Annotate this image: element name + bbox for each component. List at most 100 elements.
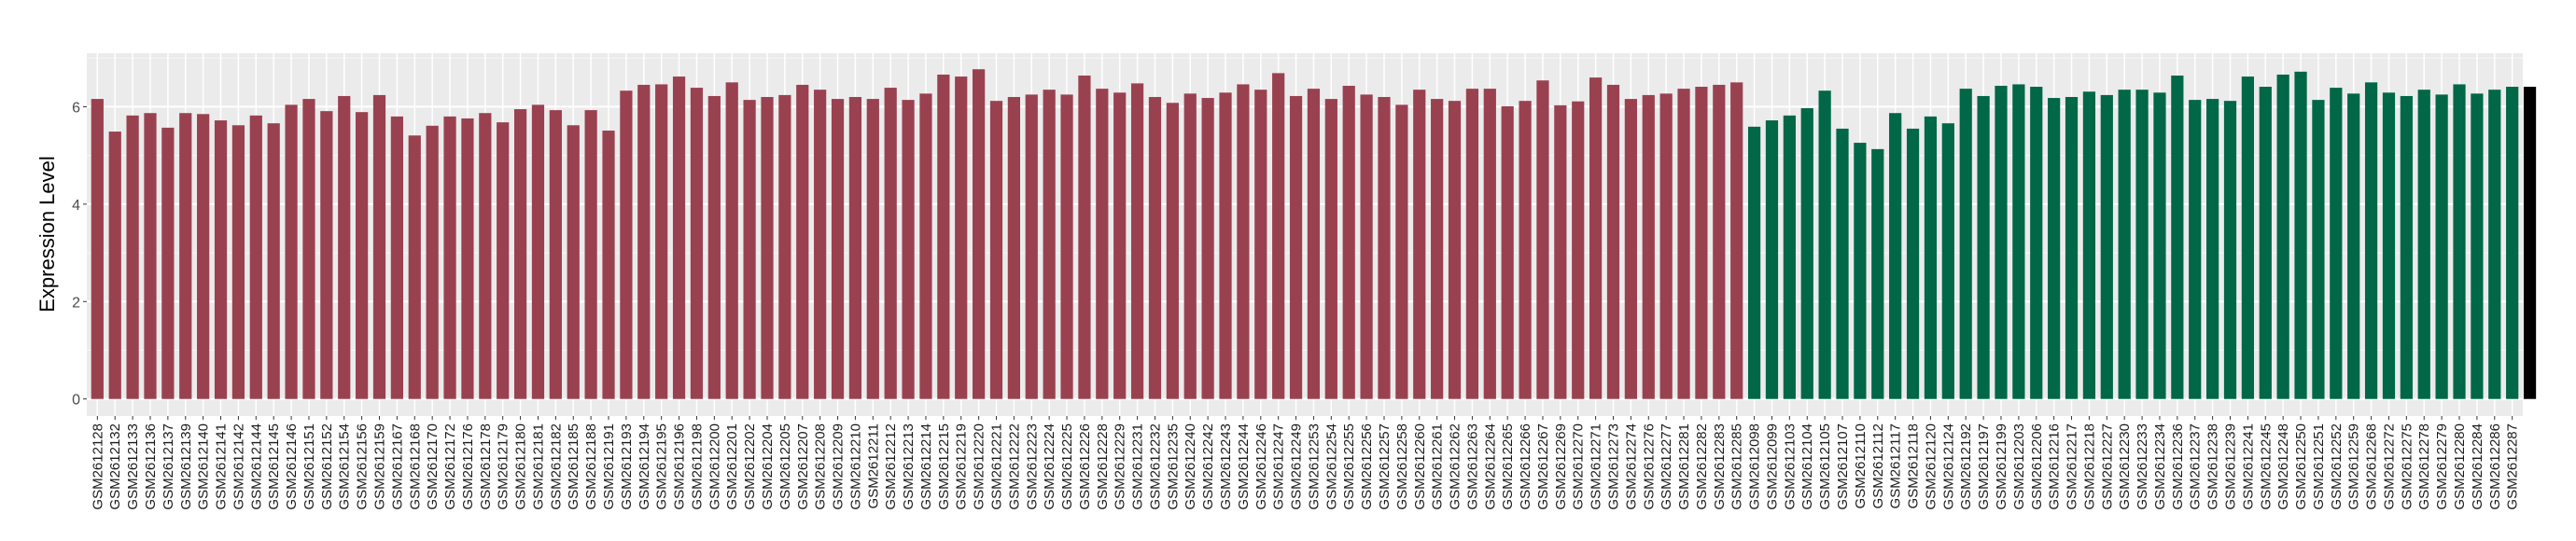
x-tick-label: GSM2612107 [1835,423,1851,510]
bar-GSM2612214 [919,93,932,399]
x-tick-label: GSM2612179 [496,423,511,510]
x-tick-label: GSM2612250 [2293,423,2309,510]
x-tick-label: GSM2612144 [248,423,264,510]
x-tick-label: GSM2612280 [2452,423,2468,510]
x-tick-label: GSM2612240 [1183,423,1198,510]
x-tick-label: GSM2612182 [548,423,564,510]
x-tick-label: GSM2612117 [1888,423,1904,508]
x-tick-label: GSM2612244 [1236,423,1252,510]
x-tick-label: GSM2612232 [1147,423,1163,510]
bar-GSM2612112 [1871,148,1884,399]
x-tick-label: GSM2612261 [1430,423,1446,510]
x-tick-label: GSM2612236 [2170,423,2186,510]
bar-GSM2612110 [1854,143,1867,399]
bar-GSM2612265 [1501,105,1514,399]
x-tick-label: GSM2612199 [1994,423,2009,510]
bar-GSM2612178 [479,113,492,399]
x-tick-label: GSM2612284 [2470,423,2485,510]
bar-GSM2612230 [2118,90,2131,399]
x-tick-label: GSM2612215 [936,423,952,510]
x-tick-label: GSM2612245 [2258,423,2274,510]
x-tick-label: GSM2612239 [2222,423,2238,510]
bar-GSM2612107 [1836,128,1849,399]
bar-GSM2612272 [2382,92,2396,399]
bar-GSM2612280 [2453,84,2466,399]
x-tick-label: GSM2612228 [1095,423,1111,510]
x-tick-label: GSM2612237 [2188,423,2204,510]
x-tick-label: GSM2612136 [143,423,159,510]
bar-GSM2612245 [2259,87,2272,399]
x-tick-label: GSM2612263 [1464,423,1480,510]
bar-GSM2612217 [2065,96,2079,399]
bar-GSM2612273 [1606,84,1620,399]
x-tick-label: GSM2612206 [2029,423,2045,510]
x-tick-label: GSM2612168 [407,423,423,510]
bar-GSM2612270 [1572,101,1585,399]
y-tick-label: 6 [72,100,80,116]
y-tick-label: 4 [72,198,80,214]
bar-GSM2612252 [2330,88,2343,399]
x-tick-label: GSM2612185 [566,423,581,510]
bar-GSM2612281 [1677,89,1690,399]
bar-GSM2612260 [1413,90,1426,399]
x-tick-label: GSM2612264 [1482,423,1498,510]
x-tick-label: GSM2612254 [1323,423,1339,510]
bar-GSM2612118 [1906,128,1920,399]
bar-GSM2612195 [655,84,668,399]
bar-GSM2612227 [2100,94,2113,399]
bar-GSM2612180 [513,109,527,399]
x-tick-label: GSM2612181 [530,423,546,510]
x-tick-label: GSM2612221 [989,423,1005,510]
x-tick-label: GSM2612273 [1605,423,1621,510]
bar-GSM2612209 [831,99,845,399]
bar-GSM2612159 [372,94,386,399]
x-tick-label: GSM2612202 [742,423,758,510]
bar-GSM2612188 [584,110,597,399]
x-tick-label: GSM2612265 [1500,423,1516,510]
x-tick-label: GSM2612260 [1412,423,1428,510]
bar-GSM2612263 [1465,89,1479,399]
bar-GSM2612212 [884,88,897,399]
bar-GSM2612239 [2223,101,2237,399]
x-tick-label: GSM2612191 [601,423,617,510]
x-tick-label: GSM2612201 [724,423,740,510]
x-tick-label: GSM2612229 [1113,423,1128,510]
bar-GSM2612248 [2276,74,2289,399]
x-tick-label: GSM2612200 [707,423,722,510]
bar-GSM2612128 [91,99,104,399]
x-tick-label: GSM2612252 [2329,423,2345,510]
bar-GSM2612275 [2400,95,2413,399]
bar-GSM2612140 [197,114,210,399]
bar-GSM2612285 [1730,82,1743,399]
bar-GSM2612196 [672,76,686,399]
bar-GSM2612232 [1148,96,1162,399]
bar-GSM2612246 [1254,90,1267,399]
bar-GSM2612203 [2012,84,2025,399]
x-tick-label: GSM2612234 [2152,423,2168,510]
x-tick-label: GSM2612105 [1817,423,1833,510]
bar-GSM2612172 [443,116,456,399]
x-tick-label: GSM2612118 [1906,423,1922,508]
x-tick-label: GSM2612104 [1799,423,1815,510]
x-tick-label: GSM2612124 [1940,423,1956,510]
bar-GSM2612200 [707,95,721,399]
bar-GSM2612156 [356,112,369,399]
x-tick-label: GSM2612099 [1764,423,1780,510]
x-tick-label: GSM2612172 [442,423,458,510]
y-tick-label: 0 [72,393,80,409]
bar-GSM2612168 [408,135,421,399]
bar-GSM2612124 [1941,123,1954,399]
bar-GSM2612220 [973,69,986,399]
bar-GSM2612279 [2435,94,2448,399]
x-tick-label: GSM2612152 [319,423,335,510]
x-tick-label: GSM2612274 [1623,423,1639,510]
bar-GSM2612243 [1219,92,1232,399]
bar-GSM2612152 [320,111,333,399]
x-tick-label: GSM2612276 [1641,423,1657,510]
bar-GSM2612266 [1519,101,1532,399]
bar-GSM2612201 [725,82,738,399]
bar-GSM2612244 [1237,84,1250,399]
bar-GSM2612286 [2488,90,2501,399]
y-axis: 0 2 4 6 [72,100,87,409]
x-tick-label: GSM2612251 [2311,423,2327,510]
